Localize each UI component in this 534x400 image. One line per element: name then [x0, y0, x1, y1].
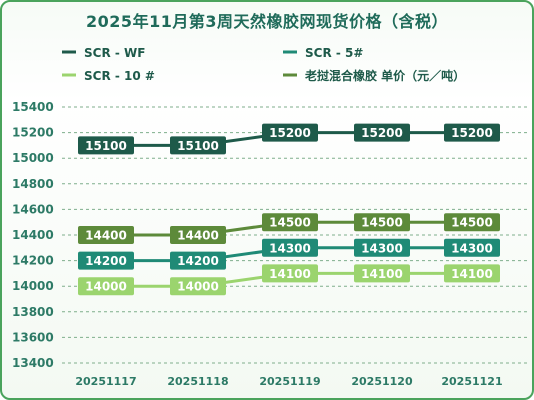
y-tick-label: 14000 [12, 279, 54, 293]
x-tick-label: 20251117 [75, 375, 136, 388]
data-label: 15100 [85, 139, 127, 153]
y-tick-label: 14600 [12, 202, 54, 216]
y-tick-label: 14400 [12, 228, 54, 242]
data-label: 15100 [177, 139, 219, 153]
data-point [444, 123, 500, 142]
y-tick-label: 13400 [12, 356, 54, 370]
data-point [170, 226, 226, 244]
data-point [170, 136, 226, 155]
data-label: 14300 [361, 241, 403, 255]
y-tick-label: 13800 [12, 305, 54, 319]
data-point [78, 226, 134, 244]
data-point [78, 136, 134, 155]
chart-title: 2025年11月第3周天然橡胶网现货价格（含税） [86, 12, 448, 31]
data-label: 14500 [361, 216, 403, 230]
data-label: 15200 [269, 126, 311, 140]
data-label: 15200 [451, 126, 493, 140]
legend-label: 老挝混合橡胶 单价（元／吨） [305, 68, 465, 83]
data-point [262, 264, 318, 283]
data-point [262, 123, 318, 142]
data-label: 14000 [177, 280, 219, 294]
data-point [262, 238, 318, 257]
x-tick-label: 20251121 [441, 375, 502, 388]
data-point [444, 264, 500, 283]
y-tick-label: 14800 [12, 177, 54, 191]
data-label: 14500 [269, 216, 311, 230]
data-point [262, 213, 318, 232]
data-point [354, 213, 410, 232]
data-point [354, 238, 410, 257]
y-tick-label: 15400 [12, 100, 54, 114]
y-tick-label: 14200 [12, 254, 54, 268]
data-label: 14300 [451, 241, 493, 255]
x-tick-label: 20251119 [259, 375, 320, 388]
data-label: 15200 [361, 126, 403, 140]
data-label: 14200 [177, 254, 219, 268]
legend-label: SCR - 10 # [84, 69, 155, 83]
legend-label: SCR - WF [84, 46, 145, 60]
data-point [444, 213, 500, 232]
data-point [444, 238, 500, 257]
y-tick-label: 15000 [12, 151, 54, 165]
legend-label: SCR - 5# [305, 46, 363, 60]
data-label: 14100 [361, 267, 403, 281]
data-label: 14400 [85, 229, 127, 243]
data-label: 14300 [269, 241, 311, 255]
y-tick-label: 13600 [12, 330, 54, 344]
data-point [78, 277, 134, 296]
data-label: 14100 [269, 267, 311, 281]
data-label: 14400 [177, 229, 219, 243]
data-label: 14000 [85, 280, 127, 294]
data-label: 14500 [451, 216, 493, 230]
data-point [354, 123, 410, 142]
x-tick-label: 20251120 [351, 375, 413, 388]
data-point [170, 277, 226, 296]
data-point [354, 264, 410, 283]
data-label: 14100 [451, 267, 493, 281]
data-label: 14200 [85, 254, 127, 268]
data-point [170, 251, 226, 270]
y-tick-label: 15200 [12, 126, 54, 140]
x-tick-label: 20251118 [167, 375, 228, 388]
data-point [78, 251, 134, 270]
